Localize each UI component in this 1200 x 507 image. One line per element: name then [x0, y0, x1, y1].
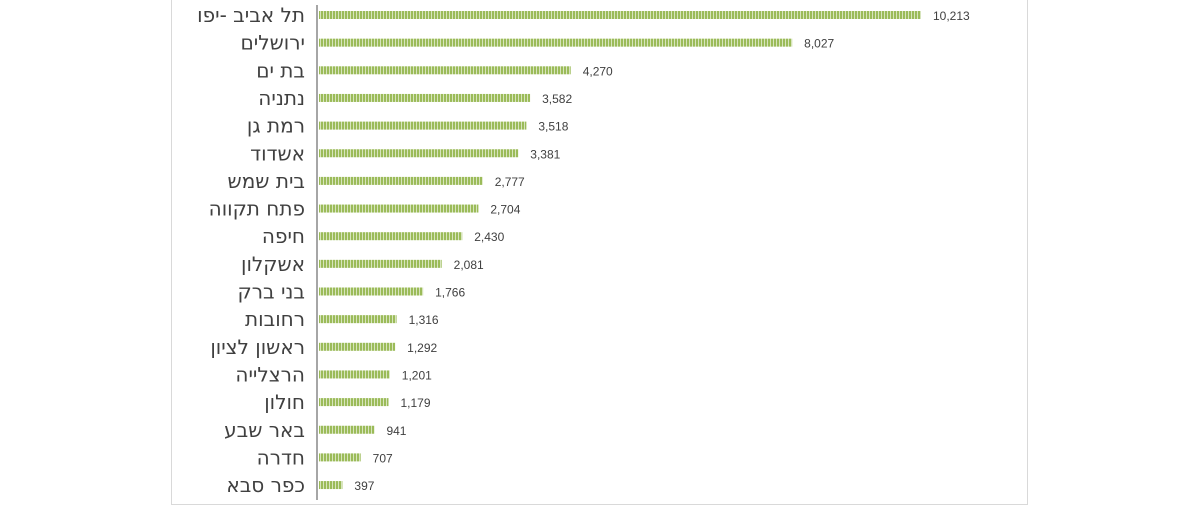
category-label: בני ברק	[238, 280, 305, 304]
data-label: 3,582	[542, 92, 572, 106]
data-label: 2,430	[474, 230, 504, 244]
bar	[319, 370, 390, 379]
category-label: בית שמש	[228, 169, 305, 193]
category-label: הרצלייה	[235, 362, 305, 386]
bar	[319, 204, 479, 213]
category-label: פתח תקווה	[209, 197, 305, 221]
bar	[319, 66, 571, 75]
bar	[319, 398, 389, 407]
data-label: 397	[354, 479, 374, 493]
bar	[319, 287, 424, 296]
bar	[319, 425, 375, 434]
data-label: 1,201	[402, 368, 432, 382]
data-label: 941	[386, 424, 406, 438]
data-label: 1,316	[409, 313, 439, 327]
category-label: חיפה	[262, 224, 305, 248]
category-label: ירושלים	[241, 31, 306, 55]
category-label: ראשון לציון	[210, 335, 305, 359]
data-label: 8,027	[804, 37, 834, 51]
data-label: 3,518	[538, 120, 568, 134]
data-label: 4,270	[583, 64, 613, 78]
data-label: 2,777	[495, 175, 525, 189]
category-label: תל אביב -יפו	[197, 3, 305, 27]
category-label: אשקלון	[241, 252, 305, 276]
data-label: 707	[373, 451, 393, 465]
bar	[319, 93, 531, 102]
bar	[319, 176, 483, 185]
category-label: חולון	[264, 390, 305, 414]
data-label: 1,292	[407, 341, 437, 355]
category-label: אשדוד	[250, 141, 305, 165]
category-label: רחובות	[245, 307, 305, 331]
data-label: 2,081	[454, 258, 484, 272]
data-label: 10,213	[933, 9, 970, 23]
data-label: 3,381	[530, 147, 560, 161]
bar	[319, 453, 361, 462]
bar	[319, 11, 921, 19]
category-label: כפר סבא	[226, 473, 305, 497]
category-label: בת ים	[256, 58, 305, 82]
bar	[319, 315, 397, 324]
bar	[319, 121, 527, 130]
category-label: באר שבע	[224, 418, 305, 442]
data-label: 1,179	[400, 396, 430, 410]
bar	[319, 232, 463, 241]
category-label: חדרה	[257, 445, 305, 469]
bar	[319, 342, 396, 351]
bar	[319, 149, 519, 158]
data-label: 1,766	[435, 286, 465, 300]
bar	[319, 481, 343, 490]
data-label: 2,704	[490, 203, 520, 217]
category-label: רמת גן	[247, 114, 305, 138]
bar	[319, 259, 442, 268]
chart-frame	[171, 0, 1028, 505]
category-label: נתניה	[258, 86, 305, 110]
bar	[319, 38, 793, 47]
